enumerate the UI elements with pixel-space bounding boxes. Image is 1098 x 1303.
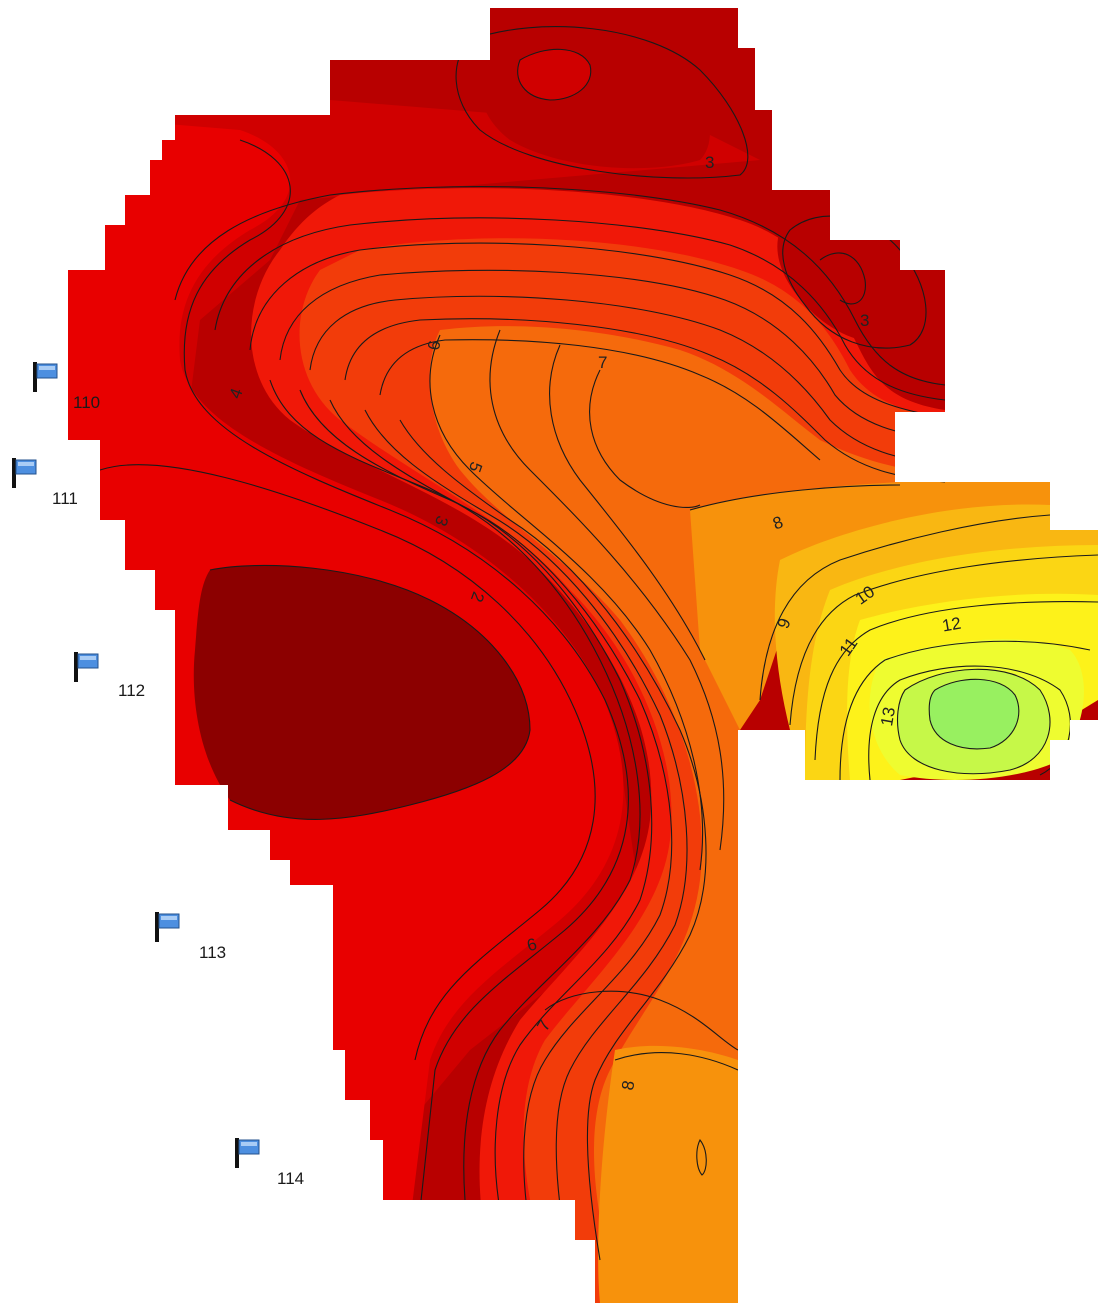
flag-icon — [74, 652, 99, 682]
band-level-1-n — [517, 49, 591, 100]
marker-label: 112 — [118, 681, 145, 700]
marker-113[interactable]: 113 — [155, 912, 226, 962]
marker-label: 110 — [73, 393, 100, 412]
contour-label: 12 — [941, 614, 963, 636]
contour-label: 6 — [424, 339, 444, 352]
flag-icon — [155, 912, 180, 942]
flag-icon — [33, 362, 58, 392]
band-level-14 — [929, 679, 1019, 749]
well-markers: 110 111 112 113 — [12, 362, 304, 1188]
contour-label: 3 — [705, 153, 714, 172]
marker-111[interactable]: 111 — [12, 458, 78, 508]
marker-112[interactable]: 112 — [74, 652, 145, 700]
contour-label: 3 — [860, 311, 869, 330]
marker-114[interactable]: 114 — [235, 1138, 304, 1188]
marker-110[interactable]: 110 — [33, 362, 100, 412]
marker-label: 111 — [52, 489, 78, 508]
band-level-2-ne — [777, 219, 921, 344]
band-level-1-low — [193, 565, 531, 820]
marker-label: 114 — [277, 1169, 304, 1188]
flag-icon — [12, 458, 37, 488]
contour-label: 8 — [618, 1079, 638, 1092]
contour-label: 7 — [598, 353, 607, 372]
band-level-8-south — [598, 1045, 738, 1303]
isolines — [99, 26, 1098, 1261]
flag-icon — [235, 1138, 260, 1168]
contour-label: 13 — [877, 706, 899, 728]
marker-label: 113 — [199, 943, 226, 962]
